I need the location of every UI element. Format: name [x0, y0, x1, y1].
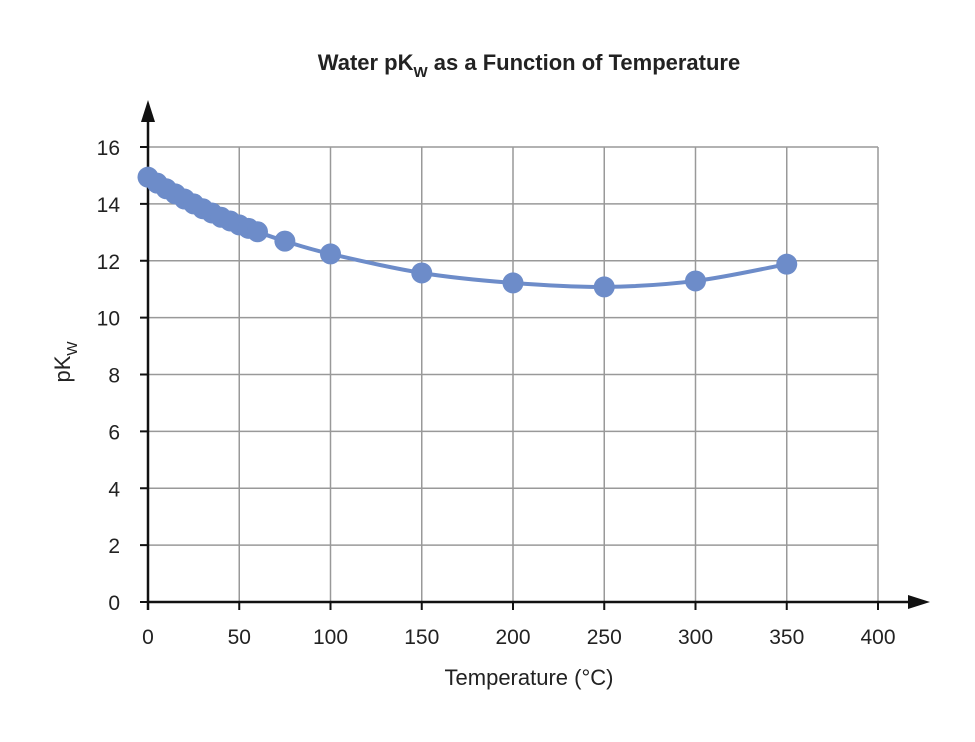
data-point [776, 253, 798, 275]
y-axis-label: pKW [50, 341, 81, 383]
data-points [137, 166, 798, 298]
x-tick-label: 350 [769, 626, 804, 649]
x-axis-arrow-icon [908, 595, 930, 609]
y-tick-label: 4 [108, 478, 120, 501]
data-point [320, 243, 341, 265]
y-tick-label: 12 [97, 251, 120, 274]
y-tick-label: 8 [108, 365, 120, 388]
tick-labels: 0 50 100 150 200 250 300 350 400 0 2 4 6 8 10 12 14 16 [97, 137, 896, 649]
axes [140, 100, 930, 610]
data-point [274, 230, 296, 252]
x-tick-label: 150 [404, 626, 439, 649]
y-tick-label: 10 [97, 308, 120, 331]
y-axis-arrow-icon [141, 100, 155, 122]
y-tick-label: 6 [108, 421, 120, 444]
x-tick-label: 200 [495, 626, 530, 649]
data-point [685, 270, 706, 292]
data-point [502, 272, 524, 294]
x-tick-label: 100 [313, 626, 348, 649]
y-tick-label: 14 [97, 194, 121, 217]
chart-title: Water pKW as a Function of Temperature [318, 50, 740, 81]
x-tick-label: 300 [678, 626, 713, 649]
grid [148, 146, 879, 602]
data-point [247, 221, 268, 243]
data-point [593, 276, 615, 298]
y-tick-label: 2 [108, 535, 120, 558]
data-point [411, 262, 433, 284]
x-tick-label: 250 [587, 626, 622, 649]
x-tick-label: 400 [860, 626, 895, 649]
x-tick-label: 50 [228, 626, 251, 649]
x-axis-label: Temperature (°C) [445, 665, 614, 690]
y-tick-label: 0 [108, 592, 120, 615]
y-tick-label: 16 [97, 137, 120, 160]
x-tick-label: 0 [142, 626, 154, 649]
